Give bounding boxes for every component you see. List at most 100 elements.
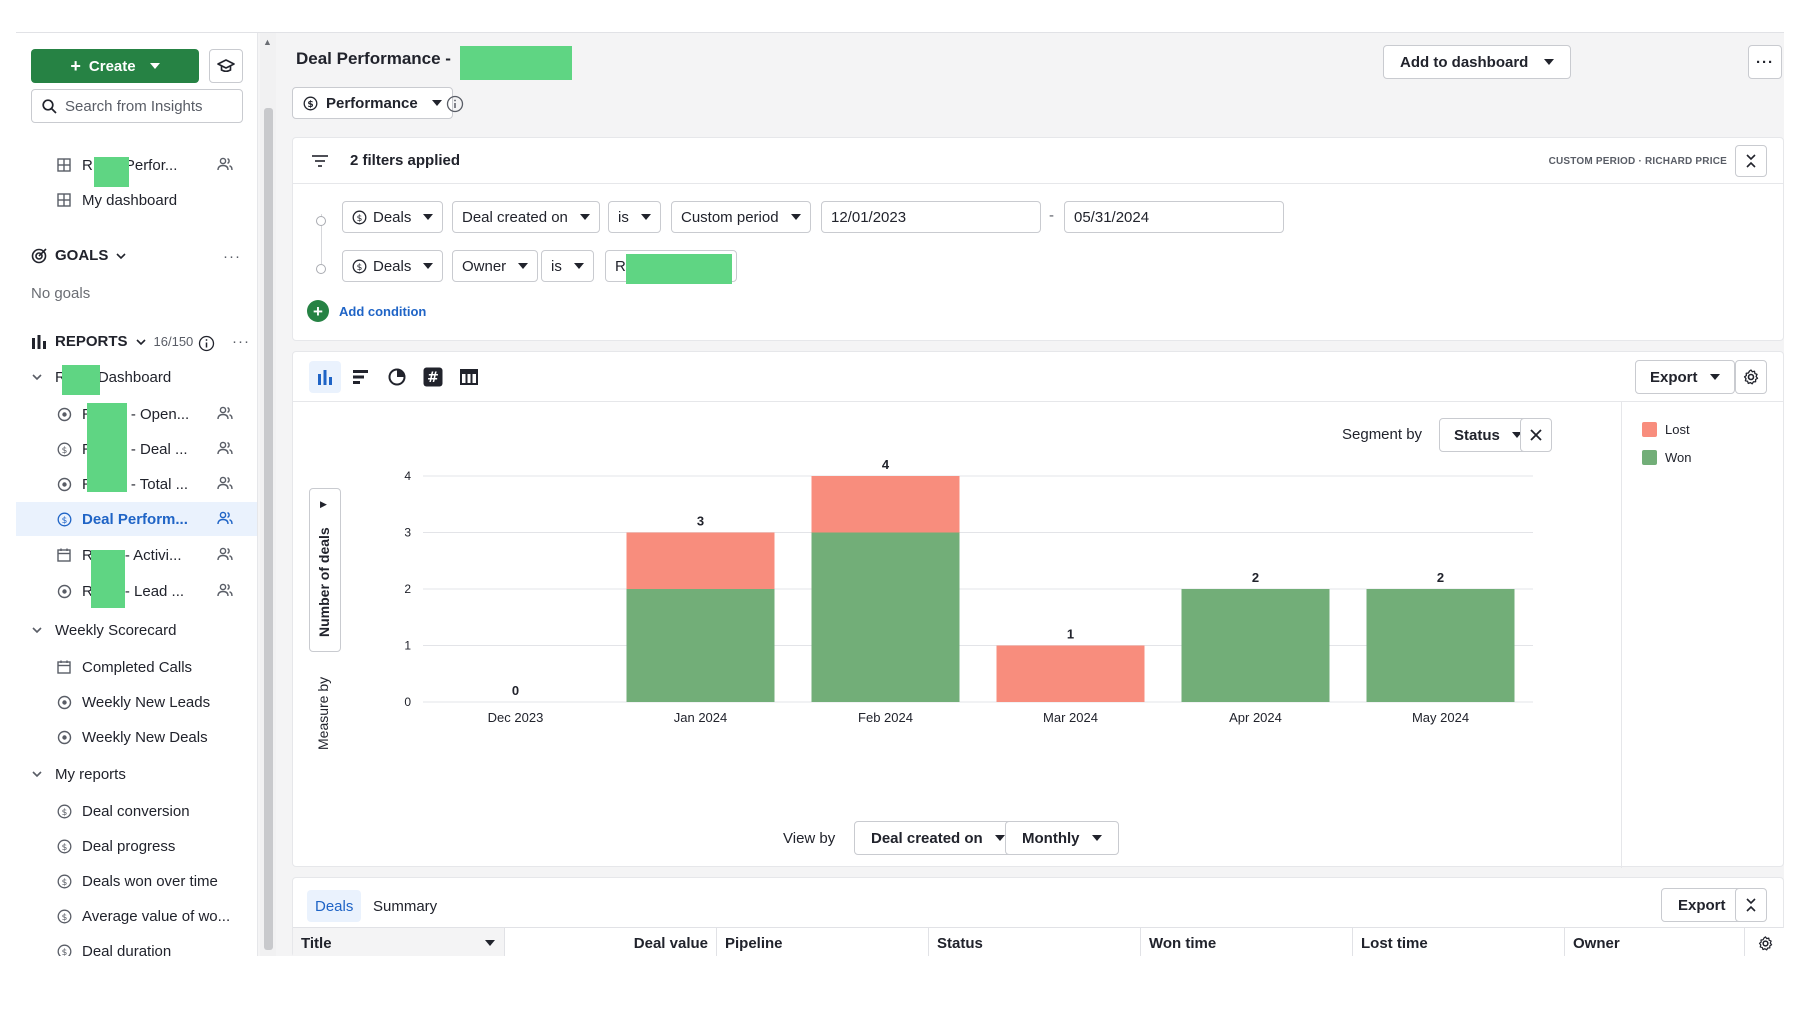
search-input[interactable] xyxy=(65,97,235,115)
column-header-title[interactable]: Title xyxy=(293,928,505,956)
column-header-pipeline[interactable]: Pipeline xyxy=(717,928,929,956)
legend-item-lost[interactable]: Lost xyxy=(1642,422,1690,437)
sidebar-item-completed-calls[interactable]: Completed Calls xyxy=(16,650,257,684)
column-header-status[interactable]: Status xyxy=(929,928,1141,956)
bar-lost[interactable] xyxy=(811,476,960,533)
column-label: Status xyxy=(937,934,983,952)
folder-my-reports[interactable]: My reports xyxy=(16,757,257,791)
measure-by-dropdown[interactable]: ▶ Number of deals xyxy=(309,488,341,652)
create-button[interactable]: + Create xyxy=(31,49,199,83)
sidebar-item-average-value[interactable]: $ Average value of wo... xyxy=(16,899,257,933)
gear-icon xyxy=(1758,935,1772,950)
legend-item-won[interactable]: Won xyxy=(1642,450,1692,465)
filter-1-from-field[interactable] xyxy=(821,201,1041,233)
chart-settings-button[interactable] xyxy=(1735,360,1767,394)
sidebar-item-report-total[interactable]: R - Total ... xyxy=(16,467,257,501)
bar-won[interactable] xyxy=(1181,589,1330,702)
bar-lost[interactable] xyxy=(626,532,775,590)
filter-2-field-dropdown[interactable]: Owner xyxy=(452,250,539,282)
sidebar-item-deal-performance[interactable]: $ Deal Perform... xyxy=(16,502,257,536)
chevron-down-icon xyxy=(423,214,434,220)
more-options-button[interactable]: ··· xyxy=(1748,45,1782,79)
sidebar-item-report-leads[interactable]: R - Lead ... xyxy=(16,574,257,608)
sidebar-item-report-deal[interactable]: $ R - Deal ... xyxy=(16,432,257,466)
reports-section-header[interactable]: REPORTS 16/150 xyxy=(31,333,193,350)
academy-button[interactable] xyxy=(209,49,243,83)
bar-total-label: 2 xyxy=(1437,570,1444,585)
bar-lost[interactable] xyxy=(996,645,1145,703)
plus-circle-icon: + xyxy=(307,300,329,322)
chart-export-button[interactable]: Export xyxy=(1635,360,1735,394)
scorecard-button[interactable]: # xyxy=(417,361,449,393)
filters-summary: 2 filters applied xyxy=(350,152,461,169)
filter-2-operator-dropdown[interactable]: is xyxy=(541,250,594,282)
sidebar-item-dashboard-1[interactable]: R Perfor... xyxy=(16,148,257,182)
sidebar-item-report-activities[interactable]: R - Activi... xyxy=(16,538,257,572)
bar-won[interactable] xyxy=(626,589,775,702)
goals-section-header[interactable]: GOALS xyxy=(31,247,126,264)
sidebar-item-deals-won-over-time[interactable]: $ Deals won over time xyxy=(16,864,257,898)
folder-weekly-scorecard[interactable]: Weekly Scorecard xyxy=(16,613,257,647)
sidebar-item-deal-conversion[interactable]: $ Deal conversion xyxy=(16,794,257,828)
shared-users-icon xyxy=(217,511,233,529)
sidebar-item-weekly-new-leads[interactable]: Weekly New Leads xyxy=(16,685,257,719)
filter-2-entity-dropdown[interactable]: $ Deals xyxy=(342,250,444,282)
filter-1-to-field[interactable] xyxy=(1064,201,1284,233)
dollar-icon: $ xyxy=(56,873,72,889)
scroll-up-icon[interactable]: ▲ xyxy=(263,37,272,47)
filter-1-period-dropdown[interactable]: Custom period xyxy=(671,201,811,233)
sidebar-item-deal-duration[interactable]: $ Deal duration xyxy=(16,934,257,956)
table-view-button[interactable] xyxy=(453,361,485,393)
tab-deals[interactable]: Deals xyxy=(307,890,362,922)
sidebar-item-weekly-new-deals[interactable]: Weekly New Deals xyxy=(16,720,257,754)
column-header-lost-time[interactable]: Lost time xyxy=(1353,928,1565,956)
sidebar-item-deal-progress[interactable]: $ Deal progress xyxy=(16,829,257,863)
x-tick-label: May 2024 xyxy=(1412,710,1469,725)
pie-chart-button[interactable] xyxy=(381,361,413,393)
collapse-filters-button[interactable] xyxy=(1735,145,1767,177)
report-type-dropdown[interactable]: $ Performance xyxy=(292,87,453,119)
search-box[interactable] xyxy=(31,89,243,123)
legend-swatch-won xyxy=(1642,450,1657,465)
column-header-deal-value[interactable]: Deal value xyxy=(505,928,717,956)
filter-1-operator-dropdown[interactable]: is xyxy=(608,201,661,233)
interval-dropdown[interactable]: Monthly xyxy=(1005,821,1119,855)
dashboard-icon xyxy=(56,192,72,208)
column-header-won-time[interactable]: Won time xyxy=(1141,928,1353,956)
date-to-input[interactable] xyxy=(1074,208,1274,226)
column-header-owner[interactable]: Owner xyxy=(1565,928,1745,956)
goals-more-icon[interactable]: ··· xyxy=(223,248,241,265)
sidebar-item-label: Deal progress xyxy=(82,837,176,855)
table-settings-button[interactable] xyxy=(1745,928,1784,956)
bar-won[interactable] xyxy=(811,532,960,703)
column-label: Deal value xyxy=(633,934,708,952)
bar-chart-button[interactable] xyxy=(345,361,377,393)
clear-segment-button[interactable] xyxy=(1520,418,1552,452)
sidebar-item-report-open[interactable]: R - Open... xyxy=(16,397,257,431)
info-icon[interactable] xyxy=(446,95,464,113)
filter-1-field-dropdown[interactable]: Deal created on xyxy=(452,201,600,233)
sidebar-scrollbar[interactable]: ▲ xyxy=(260,33,276,956)
folder-dashboard[interactable]: R Dashboard xyxy=(16,360,257,394)
deals-table-panel: Deals Summary Export Title Deal value Pi… xyxy=(292,877,1784,956)
filter-2-field: Owner xyxy=(462,257,507,275)
add-condition-button[interactable]: + Add condition xyxy=(307,300,426,322)
sidebar-item-label: R xyxy=(82,582,93,600)
insights-app: + Create R Perfor... My dashboard GOALS xyxy=(16,32,1784,956)
bar-won[interactable] xyxy=(1366,589,1515,702)
filters-header[interactable]: 2 filters applied CUSTOM PERIOD · RICHAR… xyxy=(293,138,1783,184)
date-from-input[interactable] xyxy=(831,208,1031,226)
tab-summary[interactable]: Summary xyxy=(365,890,445,922)
column-chart-button[interactable] xyxy=(309,361,341,393)
info-icon[interactable] xyxy=(198,335,215,352)
scrollbar-thumb[interactable] xyxy=(264,108,273,950)
add-to-dashboard-button[interactable]: Add to dashboard xyxy=(1383,45,1572,79)
filter-1-entity-dropdown[interactable]: $ Deals xyxy=(342,201,444,233)
collapse-table-button[interactable] xyxy=(1735,888,1767,922)
sidebar-item-my-dashboard[interactable]: My dashboard xyxy=(16,183,257,217)
reports-more-icon[interactable]: ··· xyxy=(232,333,250,350)
view-by-dropdown[interactable]: Deal created on xyxy=(854,821,1022,855)
sidebar-item-label: My dashboard xyxy=(82,191,178,209)
bar-chart-icon xyxy=(32,334,46,349)
table-export-button[interactable]: Export xyxy=(1661,888,1743,922)
